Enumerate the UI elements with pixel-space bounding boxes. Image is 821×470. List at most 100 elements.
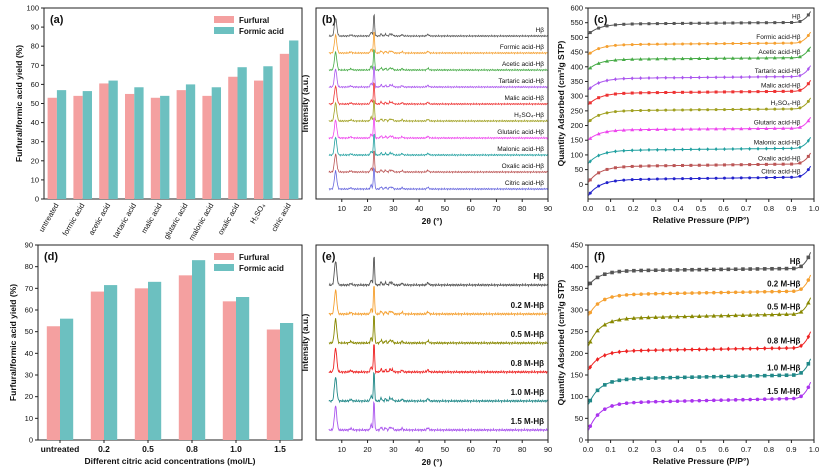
series-label: 0.8 M-Hβ xyxy=(511,359,544,368)
data-marker xyxy=(726,290,731,295)
data-marker xyxy=(806,154,810,158)
data-marker xyxy=(781,162,785,166)
bar-formic-acid xyxy=(108,80,118,199)
data-marker xyxy=(704,290,709,295)
data-marker xyxy=(755,397,760,402)
series-label: 1.0 M-Hβ xyxy=(511,388,544,397)
data-marker xyxy=(712,267,716,272)
data-marker xyxy=(588,281,593,286)
data-marker xyxy=(588,191,592,195)
data-marker xyxy=(755,374,760,378)
x-tick-label: 0.5 xyxy=(142,444,154,454)
data-marker xyxy=(806,278,811,282)
data-marker xyxy=(588,65,593,70)
data-marker xyxy=(748,107,752,111)
x-tick-label: 60 xyxy=(466,204,474,213)
series-label: 1.5 M-Hβ xyxy=(511,417,544,426)
xrd-pattern-line xyxy=(328,82,548,106)
data-marker xyxy=(770,373,774,378)
data-marker xyxy=(731,90,735,94)
y-tick-label: 20 xyxy=(25,392,33,401)
data-marker xyxy=(655,164,659,168)
series-label: Malic acid-Hβ xyxy=(505,95,545,102)
data-marker xyxy=(731,146,735,151)
y-tick-label: 10 xyxy=(31,175,39,184)
data-marker xyxy=(748,163,752,167)
data-marker xyxy=(664,147,668,152)
data-marker xyxy=(639,42,643,46)
data-marker xyxy=(781,146,785,151)
y-tick-label: 70 xyxy=(25,284,33,293)
data-marker xyxy=(790,175,794,179)
data-marker xyxy=(595,388,600,393)
data-marker xyxy=(706,21,710,25)
data-marker xyxy=(613,92,617,96)
x-tick-label: tartaric acid xyxy=(111,202,138,240)
data-marker xyxy=(588,178,592,182)
x-tick-label: 80 xyxy=(518,204,526,213)
data-marker xyxy=(630,178,634,182)
data-marker xyxy=(764,176,768,180)
data-marker xyxy=(697,398,702,403)
data-marker xyxy=(697,127,702,131)
data-marker xyxy=(689,163,693,167)
data-marker xyxy=(653,314,658,320)
data-marker xyxy=(605,24,609,28)
series-label: 0.2 M-Hβ xyxy=(767,280,800,289)
data-marker xyxy=(799,394,803,399)
y-tick-label: 100 xyxy=(26,4,39,13)
data-marker xyxy=(719,374,723,379)
data-marker xyxy=(697,163,701,167)
data-marker xyxy=(718,313,724,318)
bar-furfural xyxy=(47,97,57,199)
legend-label: Furfural xyxy=(239,253,269,262)
chart-panel-4: (e) 10 20 30 40 50 60 70 80 90 2θ (°) Intensity (a.… xyxy=(300,244,552,467)
data-marker xyxy=(781,55,786,60)
data-marker xyxy=(602,383,607,387)
data-marker xyxy=(605,78,609,83)
y-tick-label: 80 xyxy=(25,262,33,271)
y-tick-label: 40 xyxy=(25,349,33,358)
data-marker xyxy=(784,266,789,271)
data-marker xyxy=(755,312,760,317)
data-marker xyxy=(798,161,802,165)
data-marker xyxy=(689,147,693,152)
data-marker xyxy=(682,314,688,319)
data-marker xyxy=(697,291,702,295)
data-marker xyxy=(706,90,710,94)
data-marker xyxy=(697,347,702,352)
x-tick-label: 20 xyxy=(363,204,371,213)
data-marker xyxy=(798,309,804,314)
data-marker xyxy=(597,26,601,30)
x-tick-label: acetic acid xyxy=(87,202,113,237)
bar-formic-acid xyxy=(263,66,273,199)
bar-furfural xyxy=(222,301,236,440)
data-marker xyxy=(777,266,782,271)
data-marker xyxy=(770,266,774,271)
legend-swatch xyxy=(214,253,234,260)
x-tick-label: 0.8 xyxy=(764,445,774,454)
data-marker xyxy=(689,314,695,319)
series-label: Malic acid-Hβ xyxy=(761,83,801,90)
xrd-pattern-line xyxy=(328,99,548,123)
data-marker xyxy=(722,75,726,80)
data-marker xyxy=(661,399,665,404)
data-marker xyxy=(756,56,761,60)
data-marker xyxy=(597,113,601,117)
y-tick-label: 90 xyxy=(25,241,33,250)
data-marker xyxy=(631,315,637,320)
bar-formic-acid xyxy=(237,67,247,200)
data-marker xyxy=(722,56,727,60)
data-marker xyxy=(781,74,785,79)
series-label: Formic acid-Hβ xyxy=(500,44,544,51)
bar-formic-acid xyxy=(289,40,299,199)
y-axis-label: Quantity Adsorbed (cm³/g STP) xyxy=(556,40,566,166)
data-marker xyxy=(722,108,726,112)
x-tick-label: 0.7 xyxy=(741,445,751,454)
data-marker xyxy=(690,399,694,403)
data-marker xyxy=(739,56,744,60)
data-marker xyxy=(739,126,744,131)
data-marker xyxy=(613,166,617,170)
x-tick-label: 10 xyxy=(338,204,346,213)
data-marker xyxy=(791,311,797,316)
